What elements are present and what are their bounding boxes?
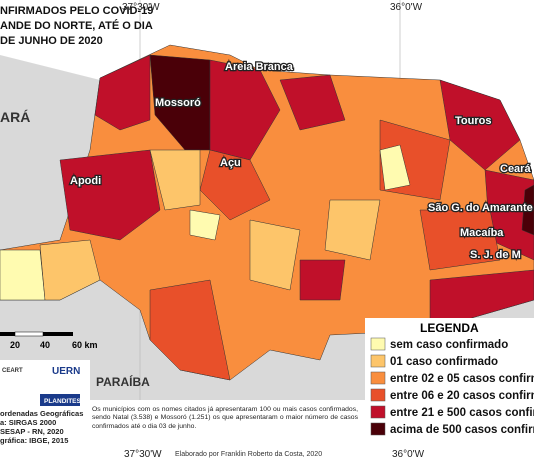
legend-swatch <box>370 388 386 402</box>
municipality <box>279 74 346 131</box>
scale-label: 60 km <box>72 340 98 350</box>
city-label: Touros <box>455 115 491 127</box>
municipality <box>324 199 381 261</box>
municipality <box>94 54 151 131</box>
city-label: Macaíba <box>460 227 504 239</box>
coordinate-label: 37°30'W <box>122 2 160 13</box>
municipality <box>521 184 534 236</box>
neighbor-label: ARÁ <box>0 109 30 125</box>
neighbor-label: PARAÍBA <box>96 374 150 389</box>
logo: UERN <box>52 366 80 377</box>
logo-area <box>0 360 90 400</box>
legend-swatch <box>370 354 386 368</box>
title-line: NFIRMADOS PELO COVID-19 <box>0 5 153 17</box>
legend-swatch <box>370 371 386 385</box>
municipality <box>59 149 161 241</box>
note: Os municípios com os nomes citados já ap… <box>92 406 358 430</box>
municipality <box>429 269 534 331</box>
logo-box <box>40 394 80 406</box>
logo: PLANDITES <box>44 398 82 405</box>
scale-bar <box>14 331 44 337</box>
legend-label: sem caso confirmado <box>390 339 508 351</box>
municipality <box>379 144 411 191</box>
municipality <box>419 209 501 271</box>
legend-title: LEGENDA <box>420 321 479 335</box>
legend-label: entre 21 e 500 casos confirm <box>390 407 534 419</box>
municipality <box>209 59 281 161</box>
municipality <box>149 279 231 381</box>
legend-label: entre 02 e 05 casos confirm <box>390 373 534 385</box>
state-map <box>0 44 534 381</box>
city-label: Apodi <box>70 175 101 187</box>
title-line: DE JUNHO DE 2020 <box>0 35 103 47</box>
scale-label: 40 <box>40 340 50 350</box>
municipality <box>199 149 271 221</box>
city-label: Ceará <box>500 163 531 175</box>
scale-bar <box>43 332 73 336</box>
legend-label: acima de 500 casos confirm <box>390 424 534 436</box>
city-label: São G. do Amarante <box>428 202 533 214</box>
city-label: Açu <box>220 157 241 169</box>
credit: SESAP - RN, 2020 <box>0 427 64 436</box>
city-label: Areia Branca <box>225 61 294 73</box>
municipality <box>189 209 221 241</box>
legend-label: 01 caso confirmado <box>390 356 498 368</box>
logo: CEART <box>2 368 23 374</box>
city-label: Mossoró <box>155 97 201 109</box>
legend-swatch <box>370 422 386 436</box>
coordinate-label: 36°0'W <box>390 2 423 13</box>
author: Elaborado por Franklin Roberto da Costa,… <box>175 451 323 458</box>
municipality <box>439 79 521 171</box>
municipality <box>249 219 301 291</box>
credit: ordenadas Geográficas <box>0 409 83 418</box>
coordinate-label: 37°30'W <box>124 449 162 460</box>
legend-label: entre 06 e 20 casos confirm <box>390 390 534 402</box>
title-line: ANDE DO NORTE, ATÉ O DIA <box>0 19 153 32</box>
city-label: S. J. de M <box>470 249 521 261</box>
municipality <box>149 149 201 211</box>
neighbor-area <box>0 55 100 250</box>
legend: sem caso confirmado 01 caso confirmado ent… <box>370 337 534 436</box>
coordinate-label: 36°0'W <box>392 449 425 460</box>
credit: gráfica: IBGE, 2015 <box>0 436 68 445</box>
legend-swatch <box>370 405 386 419</box>
credit: a: SIRGAS 2000 <box>0 418 56 427</box>
legend-swatch <box>370 337 386 351</box>
municipality <box>0 249 46 301</box>
scale-bar <box>0 332 15 336</box>
municipality <box>39 239 101 301</box>
legend-box <box>365 318 534 448</box>
municipality <box>299 259 346 301</box>
scale-label: 20 <box>10 340 20 350</box>
